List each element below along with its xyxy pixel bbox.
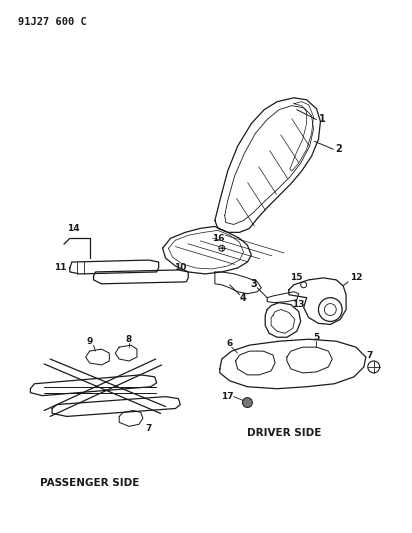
Text: 17: 17 [221,392,234,401]
Text: 7: 7 [145,424,152,433]
Text: 12: 12 [350,273,362,282]
Text: 13: 13 [293,300,305,309]
Text: 1: 1 [319,114,326,124]
Text: 4: 4 [239,293,246,303]
Text: 10: 10 [174,263,187,272]
Text: DRIVER SIDE: DRIVER SIDE [248,429,322,438]
Text: 7: 7 [367,351,373,360]
Text: PASSENGER SIDE: PASSENGER SIDE [40,478,140,488]
Text: 9: 9 [87,337,93,346]
Text: 14: 14 [68,224,80,233]
Text: 3: 3 [250,279,257,289]
Text: 8: 8 [126,335,132,344]
Text: 91J27 600 C: 91J27 600 C [18,17,87,27]
Text: 5: 5 [314,333,320,342]
Text: 6: 6 [227,338,233,348]
Circle shape [243,398,253,408]
Text: 16: 16 [212,234,224,243]
Text: 11: 11 [54,263,66,272]
Text: 15: 15 [290,273,303,282]
Text: 2: 2 [335,144,342,154]
